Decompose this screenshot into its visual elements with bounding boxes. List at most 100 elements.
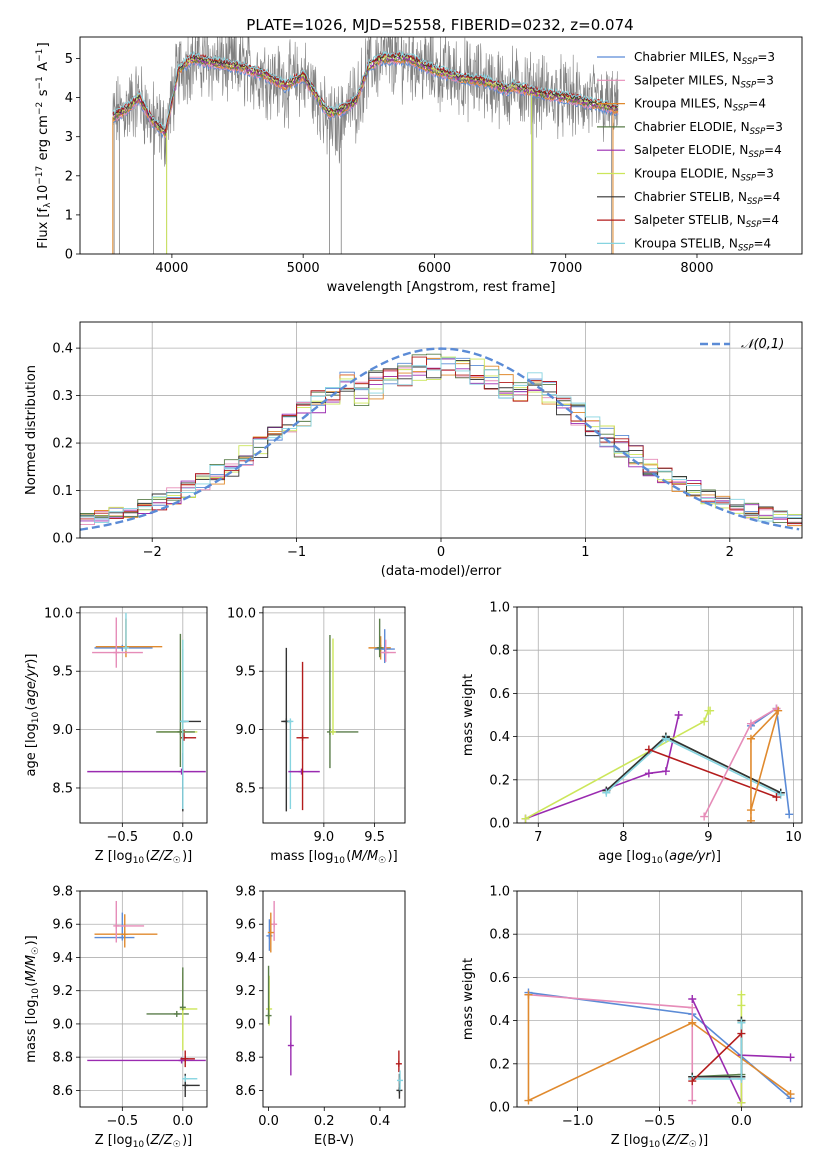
y-tick-label: 10.0: [227, 606, 256, 621]
x-tick-label: 8: [619, 830, 627, 845]
series-marker: [786, 1090, 795, 1099]
panel-spectrum: 4000 5000 6000 7000 8000 0 1 2 3 4 5 wavelength [An…: [35, 36, 803, 295]
series-salpeter-miles: [524, 990, 697, 1105]
series-line: [525, 709, 711, 820]
series-line: [605, 735, 782, 794]
series-kroupa-miles: [746, 706, 783, 823]
point-salpeter-elodie: [287, 1015, 294, 1076]
y-tick-label: 9.2: [235, 984, 256, 999]
series-salpeter-miles: [700, 704, 781, 821]
point-chabrier-elodie: [156, 633, 195, 767]
legend-entry: Chabrier ELODIE, NSSP=3: [634, 120, 783, 137]
x-tick-label: 8000: [680, 261, 713, 276]
y-tick-label: 0.8: [489, 928, 510, 943]
point-chabrier-elodie: [326, 635, 359, 769]
point-salpeter-miles: [380, 639, 396, 662]
series-marker: [661, 767, 670, 776]
panel-age-vs-mass: 9.0 9.5 8.5 9.0 9.5 10.0 mass [log10 (M/M☉ )]: [227, 606, 406, 866]
point-salpeter-stelib: [395, 1050, 402, 1073]
point-kroupa-miles: [267, 912, 274, 953]
panel-weight-vs-age: 7 8 9 10 0.0 0.2 0.4 0.6 0.8 1.0 age [log10 (age/y…: [461, 601, 803, 866]
legend-entry: Chabrier MILES, NSSP=3: [634, 50, 775, 67]
panel-mass-vs-Z: −0.5 0.0 8.6 8.8 9.0 9.2 9.4 9.6 9.8 Z [log10 (Z/…: [24, 885, 208, 1150]
legend-entry: Kroupa STELIB, NSSP=4: [634, 236, 771, 253]
x-axis-label: Z [log10 (Z/Z☉ )]: [95, 1133, 193, 1150]
point-salpeter-stelib: [296, 661, 309, 811]
series-salpeter-stelib: [688, 1029, 746, 1086]
x-tick-label: 9.5: [364, 830, 385, 845]
series-marker: [688, 1018, 697, 1027]
series-salpeter-elodie: [521, 711, 683, 823]
x-tick-label: −0.5: [644, 1114, 676, 1129]
y-tick-label: 9.5: [235, 665, 256, 680]
series-salpeter-stelib: [644, 745, 781, 802]
observed-spectrum: [112, 37, 619, 167]
series-marker: [688, 1096, 697, 1105]
y-tick-label: 9.0: [235, 1017, 256, 1032]
legend-entry: Kroupa ELODIE, NSSP=3: [634, 167, 774, 184]
series-line: [750, 707, 791, 815]
x-tick-label: 6000: [418, 261, 451, 276]
y-tick-label: 8.8: [235, 1051, 256, 1066]
plot-area: [87, 612, 206, 812]
panel-age-vs-Z: −0.5 0.0 8.5 9.0 9.5 10.0 Z [log10 (Z/Z☉ )] age…: [24, 606, 208, 866]
series-marker: [521, 814, 530, 823]
point-kroupa-elodie: [329, 638, 336, 735]
panel-weight-vs-Z: −1.0 −0.5 0.0 0.0 0.2 0.4 0.6 0.8 1.0 Z [log10 (Z…: [461, 885, 803, 1150]
point-kroupa-stelib: [287, 718, 294, 809]
legend-entry: Kroupa MILES, NSSP=4: [634, 97, 766, 114]
point-salpeter-elodie: [288, 768, 320, 775]
x-axis-label: age [log10 (age/yr)]: [598, 849, 721, 866]
series-marker: [746, 734, 755, 743]
point-kroupa-miles: [95, 618, 163, 658]
axes-frame: [262, 606, 406, 824]
y-tick-label: 0.6: [489, 971, 510, 986]
series-line: [525, 714, 680, 820]
point-salpeter-miles: [92, 617, 143, 668]
series-marker: [774, 706, 783, 715]
x-tick-label: −2: [143, 545, 162, 560]
x-tick-label: 4000: [155, 261, 188, 276]
plot-area: [112, 37, 619, 254]
histogram-kroupa-stelib: [80, 357, 802, 538]
point-salpeter-stelib: [180, 1050, 195, 1068]
y-tick-label: 0.0: [489, 817, 510, 832]
x-tick-label: 7000: [549, 261, 582, 276]
point-kroupa-elodie: [158, 639, 198, 753]
y-tick-label: 9.6: [52, 918, 73, 933]
y-tick-label: 9.0: [235, 723, 256, 738]
series-kroupa-elodie: [521, 706, 715, 823]
y-tick-label: 3: [65, 130, 73, 145]
y-tick-label: 5: [65, 52, 73, 67]
legend: 𝒩(0,1): [700, 337, 784, 352]
series-kroupa-stelib: [602, 734, 785, 799]
y-tick-label: 8.8: [52, 1051, 73, 1066]
model-kroupa-stelib: [112, 50, 619, 131]
y-tick-label: 0.6: [489, 687, 510, 702]
x-tick-label: 0.2: [314, 1114, 335, 1129]
y-tick-label: 0.2: [489, 1057, 510, 1072]
series-marker: [737, 1098, 746, 1107]
y-tick-label: 9.0: [52, 1017, 73, 1032]
y-tick-label: 10.0: [44, 606, 73, 621]
legend-entry: Salpeter MILES, NSSP=3: [634, 73, 774, 90]
y-tick-label: 8.5: [52, 781, 73, 796]
y-tick-label: 4: [65, 91, 73, 106]
y-axis-label: Normed distribution: [24, 365, 39, 495]
series-marker: [737, 1001, 746, 1010]
y-tick-label: 9.6: [235, 918, 256, 933]
series-marker: [700, 812, 709, 821]
panel-residuals: −2 −1 0 1 2 0.0 0.1 0.2 0.3 0.4 (data-model)/error…: [24, 321, 803, 579]
axes-frame: [262, 890, 406, 1108]
series-marker: [674, 711, 683, 719]
series-marker: [688, 995, 697, 1003]
x-tick-label: 7: [534, 830, 542, 845]
axes-frame: [79, 606, 208, 824]
point-salpeter-stelib: [181, 729, 197, 741]
point-kroupa-stelib: [396, 1070, 403, 1091]
y-tick-label: 1.0: [489, 885, 510, 900]
x-tick-label: 9.0: [314, 830, 335, 845]
plot-area: [281, 618, 396, 812]
plot-area: [80, 347, 802, 538]
y-tick-label: 0.2: [489, 773, 510, 788]
